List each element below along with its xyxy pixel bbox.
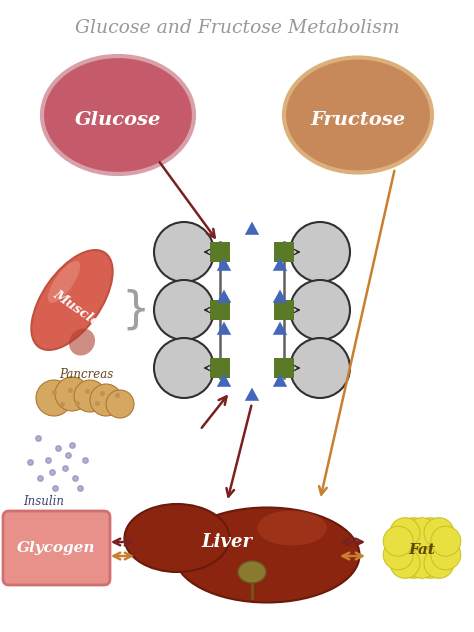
Circle shape bbox=[407, 533, 437, 563]
Text: Insulin: Insulin bbox=[24, 495, 64, 508]
Circle shape bbox=[154, 280, 214, 340]
Circle shape bbox=[407, 518, 437, 548]
Circle shape bbox=[390, 533, 420, 563]
FancyBboxPatch shape bbox=[3, 511, 110, 585]
Bar bbox=[274, 242, 294, 262]
Ellipse shape bbox=[125, 504, 229, 572]
Ellipse shape bbox=[238, 561, 266, 583]
Circle shape bbox=[36, 380, 72, 416]
Circle shape bbox=[383, 540, 413, 570]
Circle shape bbox=[154, 222, 214, 282]
Ellipse shape bbox=[69, 329, 95, 356]
Text: Fat: Fat bbox=[409, 543, 436, 557]
Bar bbox=[274, 300, 294, 320]
Circle shape bbox=[416, 518, 446, 548]
Polygon shape bbox=[273, 258, 287, 270]
Ellipse shape bbox=[257, 511, 327, 545]
Circle shape bbox=[74, 380, 106, 412]
Text: Glucose and Fructose Metabolism: Glucose and Fructose Metabolism bbox=[75, 19, 399, 37]
Circle shape bbox=[290, 338, 350, 398]
Bar bbox=[210, 300, 230, 320]
Circle shape bbox=[154, 338, 214, 398]
Polygon shape bbox=[245, 387, 259, 401]
Bar bbox=[210, 242, 230, 262]
Ellipse shape bbox=[42, 56, 194, 174]
Circle shape bbox=[424, 549, 454, 578]
Text: Pancreas: Pancreas bbox=[59, 368, 113, 382]
Text: Liver: Liver bbox=[201, 533, 253, 551]
Text: Fructose: Fructose bbox=[310, 111, 406, 129]
Circle shape bbox=[407, 549, 437, 578]
Circle shape bbox=[424, 533, 454, 563]
Polygon shape bbox=[273, 374, 287, 387]
Bar bbox=[274, 358, 294, 378]
Circle shape bbox=[90, 384, 122, 416]
Ellipse shape bbox=[174, 507, 359, 602]
Polygon shape bbox=[273, 289, 287, 303]
Circle shape bbox=[290, 280, 350, 340]
Circle shape bbox=[399, 549, 428, 578]
Circle shape bbox=[416, 549, 446, 578]
Circle shape bbox=[390, 518, 420, 548]
Ellipse shape bbox=[31, 250, 113, 350]
Circle shape bbox=[390, 549, 420, 578]
Text: }: } bbox=[122, 288, 150, 332]
Circle shape bbox=[55, 377, 89, 411]
Polygon shape bbox=[217, 374, 231, 387]
Circle shape bbox=[431, 526, 461, 556]
Circle shape bbox=[424, 518, 454, 548]
Polygon shape bbox=[217, 289, 231, 303]
Polygon shape bbox=[217, 322, 231, 335]
Text: Glycogen: Glycogen bbox=[17, 541, 95, 555]
Circle shape bbox=[106, 390, 134, 418]
Text: Muscle: Muscle bbox=[50, 288, 101, 329]
Polygon shape bbox=[217, 258, 231, 270]
Bar bbox=[210, 358, 230, 378]
Ellipse shape bbox=[48, 261, 80, 303]
Circle shape bbox=[399, 518, 428, 548]
Polygon shape bbox=[273, 322, 287, 335]
Polygon shape bbox=[245, 222, 259, 235]
Ellipse shape bbox=[284, 58, 432, 173]
Circle shape bbox=[290, 222, 350, 282]
Text: Glucose: Glucose bbox=[75, 111, 161, 129]
Circle shape bbox=[383, 526, 413, 556]
Circle shape bbox=[431, 540, 461, 570]
